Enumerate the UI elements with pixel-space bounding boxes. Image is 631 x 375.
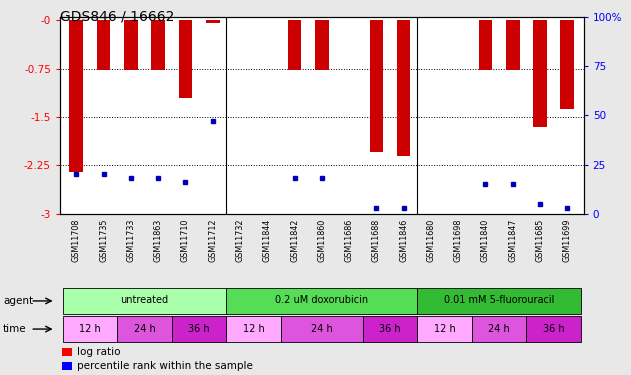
Bar bbox=[417, 316, 472, 342]
Bar bbox=[370, 20, 383, 152]
Bar bbox=[62, 348, 72, 355]
Bar bbox=[62, 316, 117, 342]
Bar bbox=[69, 20, 83, 172]
Bar bbox=[397, 20, 410, 156]
Bar bbox=[417, 288, 581, 314]
Bar bbox=[62, 362, 72, 370]
Text: 24 h: 24 h bbox=[488, 324, 510, 333]
Text: untreated: untreated bbox=[121, 296, 168, 305]
Text: 0.01 mM 5-fluorouracil: 0.01 mM 5-fluorouracil bbox=[444, 296, 554, 305]
Bar bbox=[179, 20, 192, 98]
Bar bbox=[62, 288, 227, 314]
Text: 0.2 uM doxorubicin: 0.2 uM doxorubicin bbox=[275, 296, 369, 305]
Text: log ratio: log ratio bbox=[77, 347, 121, 357]
Text: 36 h: 36 h bbox=[188, 324, 210, 333]
Text: percentile rank within the sample: percentile rank within the sample bbox=[77, 362, 253, 371]
Bar bbox=[315, 20, 329, 70]
Bar bbox=[288, 20, 302, 70]
Text: GDS846 / 16662: GDS846 / 16662 bbox=[60, 9, 174, 23]
Bar bbox=[479, 20, 492, 70]
Bar bbox=[526, 316, 581, 342]
Text: 12 h: 12 h bbox=[433, 324, 456, 333]
Bar bbox=[506, 20, 519, 70]
Bar bbox=[363, 316, 417, 342]
Text: agent: agent bbox=[3, 296, 33, 306]
Bar bbox=[472, 316, 526, 342]
Bar bbox=[172, 316, 227, 342]
Text: time: time bbox=[3, 324, 27, 334]
Bar bbox=[206, 20, 220, 23]
Bar bbox=[124, 20, 138, 70]
Bar bbox=[117, 316, 172, 342]
Bar bbox=[97, 20, 110, 70]
Text: 24 h: 24 h bbox=[134, 324, 155, 333]
Bar bbox=[151, 20, 165, 70]
Text: 12 h: 12 h bbox=[243, 324, 264, 333]
Bar bbox=[227, 316, 281, 342]
Bar bbox=[227, 288, 417, 314]
Text: 36 h: 36 h bbox=[543, 324, 565, 333]
Text: 24 h: 24 h bbox=[311, 324, 333, 333]
Bar bbox=[560, 20, 574, 109]
Bar bbox=[533, 20, 547, 127]
Text: 36 h: 36 h bbox=[379, 324, 401, 333]
Text: 12 h: 12 h bbox=[79, 324, 101, 333]
Bar bbox=[281, 316, 363, 342]
